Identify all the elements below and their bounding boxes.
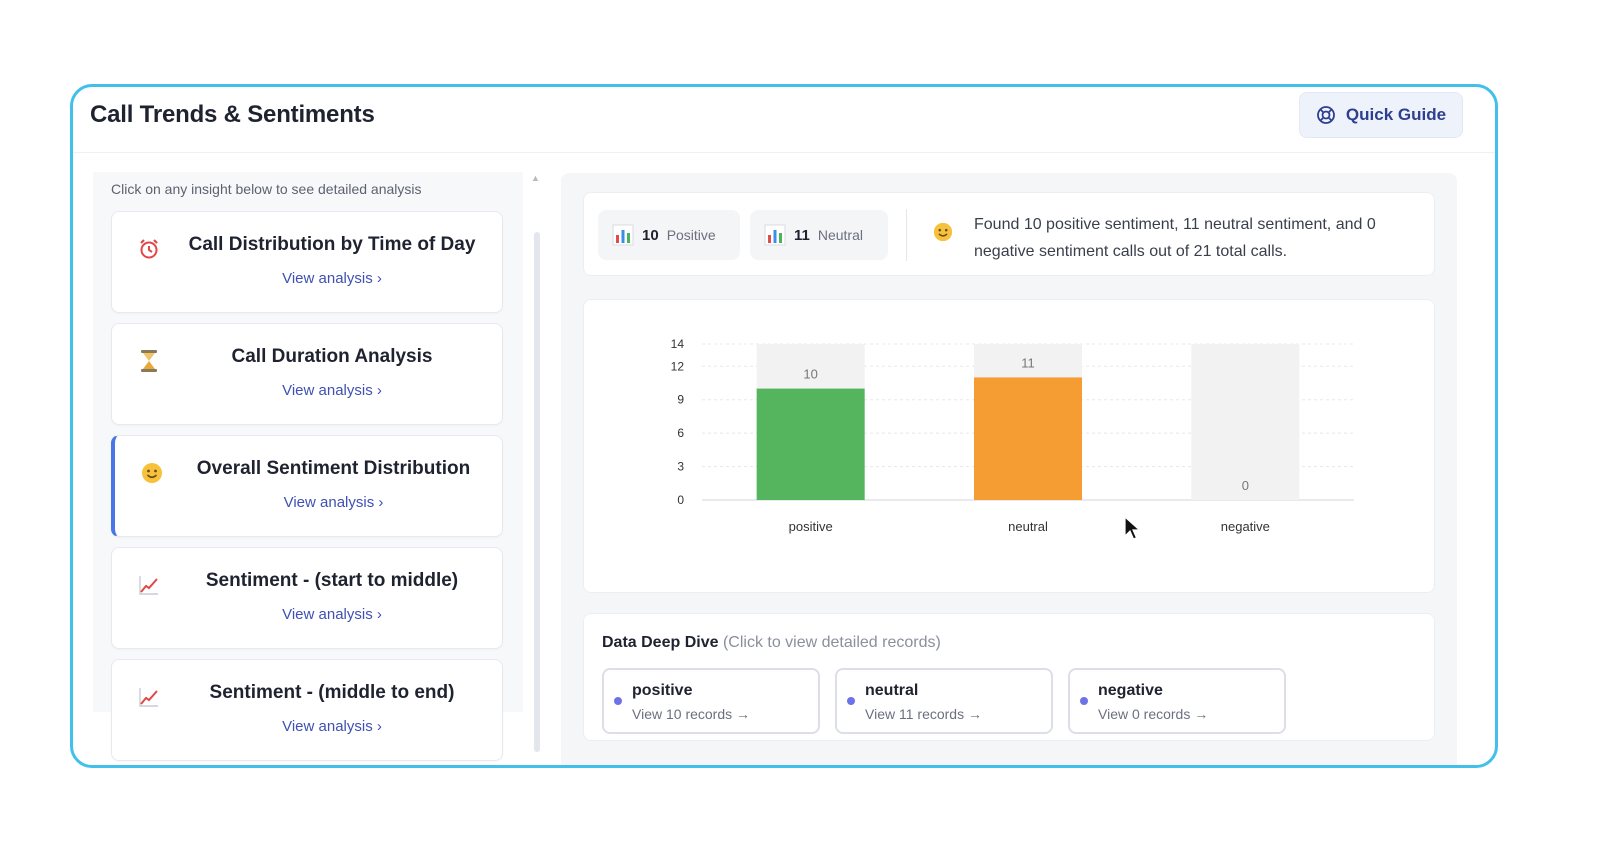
- positive-count-badge: 10 Positive: [598, 210, 740, 260]
- positive-count: 10: [642, 226, 659, 244]
- scroll-up-arrow[interactable]: ▲: [531, 173, 540, 183]
- x-tick-label: neutral: [1008, 519, 1048, 534]
- page-title: Call Trends & Sentiments: [90, 101, 375, 128]
- neutral-count-badge: 11 Neutral: [750, 210, 888, 260]
- quick-guide-label: Quick Guide: [1345, 105, 1447, 124]
- view-analysis-link[interactable]: View analysis ›: [283, 494, 384, 511]
- record-name: positive: [632, 682, 693, 699]
- summary-text: Found 10 positive sentiment, 11 neutral …: [974, 216, 1376, 260]
- record-dot: [1080, 697, 1088, 705]
- insight-sentiment-start-middle[interactable]: Sentiment - (start to middle) View analy…: [111, 547, 503, 649]
- data-deep-dive: Data Deep Dive (Click to view detailed r…: [583, 613, 1435, 741]
- insights-hint: Click on any insight below to see detail…: [111, 181, 422, 197]
- trend-chart-icon: [136, 572, 162, 598]
- data-label: 11: [1021, 355, 1035, 370]
- view-analysis-link[interactable]: View analysis ›: [282, 270, 382, 287]
- trend-chart-icon: [136, 684, 162, 710]
- sentiment-chart-card: 0 3 6 9 12 14 10 positive 11 neutral 0 negative: [583, 299, 1435, 593]
- data-label: 0: [1242, 478, 1249, 493]
- insight-sentiment-middle-end[interactable]: Sentiment - (middle to end) View analysi…: [111, 659, 503, 761]
- x-tick-label: positive: [789, 519, 833, 534]
- smiley-icon: [139, 460, 165, 486]
- view-analysis-link[interactable]: View analysis ›: [282, 382, 382, 399]
- insight-title: Sentiment - (start to middle): [205, 570, 459, 591]
- insight-list: Call Distribution by Time of Day View an…: [111, 211, 503, 765]
- record-name: negative: [1098, 682, 1163, 699]
- insight-overall-sentiment[interactable]: Overall Sentiment Distribution View anal…: [111, 435, 503, 537]
- smiley-icon: [932, 221, 954, 249]
- lifebuoy-icon: [1317, 106, 1335, 124]
- insight-title: Call Distribution by Time of Day: [188, 234, 476, 255]
- bar-neutral: [974, 377, 1082, 500]
- hourglass-icon: [136, 348, 162, 374]
- deep-dive-subtitle: (Click to view detailed records): [722, 634, 941, 651]
- view-analysis-link[interactable]: View analysis ›: [282, 718, 382, 735]
- quick-guide-button[interactable]: Quick Guide: [1299, 92, 1463, 138]
- y-tick-label: 6: [677, 426, 684, 440]
- record-card-negative[interactable]: negative View 0 records →: [1068, 668, 1286, 734]
- insight-title: Call Duration Analysis: [231, 346, 433, 367]
- deep-dive-heading: Data Deep Dive (Click to view detailed r…: [602, 634, 941, 652]
- insights-scrollbar[interactable]: [534, 232, 540, 752]
- insight-title: Sentiment - (middle to end): [209, 682, 455, 703]
- sentiment-summary: 10 Positive 11 Neutral Found 10 positive…: [583, 192, 1435, 276]
- insight-title: Overall Sentiment Distribution: [196, 458, 471, 479]
- alarm-clock-icon: [136, 236, 162, 262]
- record-dot: [847, 697, 855, 705]
- mouse-pointer-icon: [1124, 516, 1142, 540]
- summary-divider: [906, 209, 907, 261]
- view-records-link[interactable]: View 0 records →: [1098, 706, 1209, 722]
- view-records-link[interactable]: View 10 records →: [632, 706, 751, 722]
- y-tick-label: 3: [677, 460, 684, 474]
- x-tick-label: negative: [1221, 519, 1270, 534]
- insight-call-distribution[interactable]: Call Distribution by Time of Day View an…: [111, 211, 503, 313]
- modal-header: Call Trends & Sentiments Quick Guide: [73, 87, 1495, 153]
- record-card-neutral[interactable]: neutral View 11 records →: [835, 668, 1053, 734]
- y-tick-label: 12: [671, 359, 685, 373]
- call-trends-modal: Call Trends & Sentiments Quick Guide Cli…: [70, 84, 1498, 768]
- view-analysis-link[interactable]: View analysis ›: [282, 606, 382, 623]
- positive-label: Positive: [666, 227, 716, 243]
- data-label: 10: [803, 367, 817, 382]
- bar-chart-icon: [764, 224, 786, 246]
- record-card-positive[interactable]: positive View 10 records →: [602, 668, 820, 734]
- y-tick-label: 0: [677, 493, 684, 507]
- y-tick-label: 9: [677, 393, 684, 407]
- deep-dive-title: Data Deep Dive: [602, 634, 719, 651]
- bar-positive: [756, 388, 865, 500]
- view-records-link[interactable]: View 11 records →: [865, 706, 982, 722]
- bar-background: [1191, 344, 1300, 500]
- neutral-label: Neutral: [817, 227, 863, 243]
- y-tick-label: 14: [671, 337, 685, 351]
- bar-chart-icon: [612, 224, 634, 246]
- neutral-count: 11: [794, 226, 810, 244]
- record-dot: [614, 697, 622, 705]
- insight-call-duration[interactable]: Call Duration Analysis View analysis ›: [111, 323, 503, 425]
- sentiment-bar-chart: 0 3 6 9 12 14 10 positive 11 neutral 0 negative: [671, 337, 1354, 534]
- record-name: neutral: [865, 682, 919, 699]
